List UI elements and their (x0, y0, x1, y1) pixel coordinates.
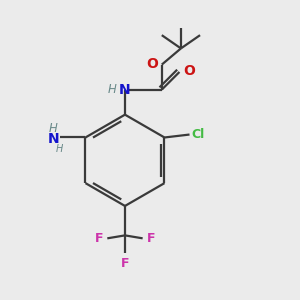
Text: O: O (183, 64, 195, 78)
Text: F: F (121, 257, 129, 271)
Text: F: F (94, 232, 103, 245)
Text: F: F (147, 232, 156, 245)
Text: N: N (47, 132, 59, 146)
Text: H: H (55, 144, 63, 154)
Text: O: O (146, 57, 158, 71)
Text: Cl: Cl (191, 128, 204, 141)
Text: N: N (119, 82, 131, 97)
Text: H: H (48, 122, 57, 135)
Text: H: H (108, 82, 117, 95)
